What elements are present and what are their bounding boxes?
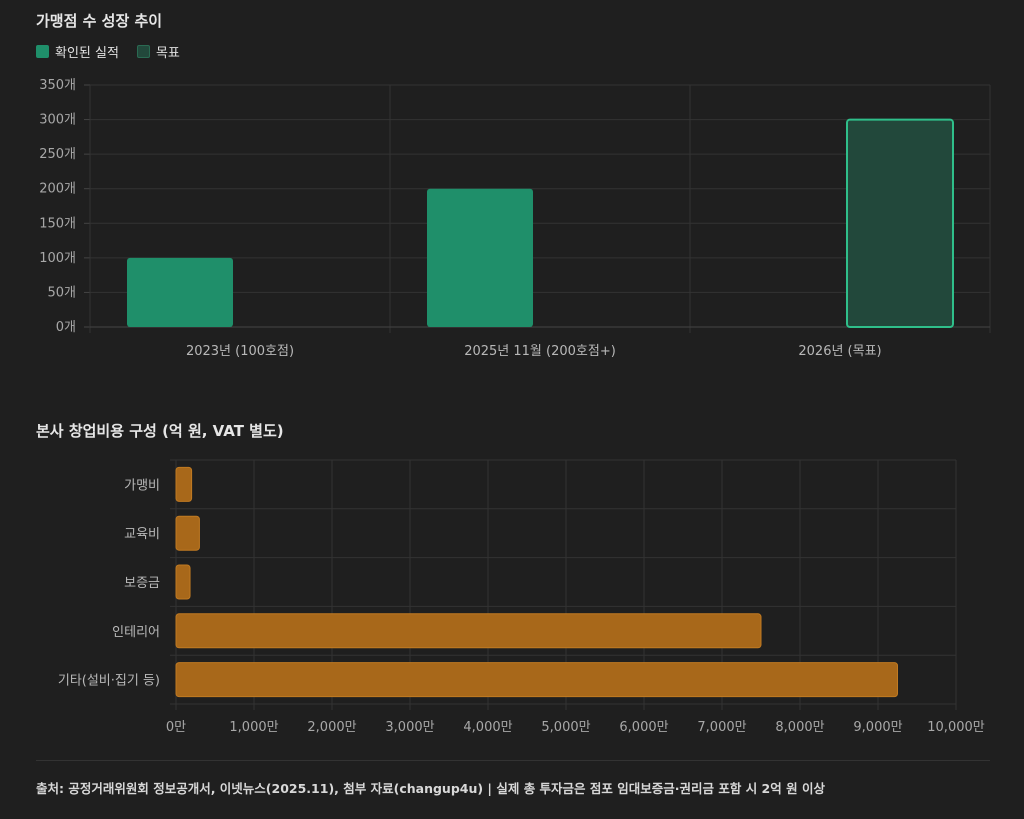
- x-category-label: 2023년 (100호점): [186, 344, 294, 359]
- bar-cost: [175, 662, 898, 698]
- divider: [36, 760, 990, 761]
- legend-swatch-actual: [36, 45, 49, 58]
- x-tick-label: 6,000만: [619, 720, 668, 735]
- y-tick-label: 50개: [47, 285, 76, 300]
- bar-cost: [175, 564, 191, 600]
- legend-swatch-target: [136, 45, 150, 58]
- y-tick-label: 300개: [39, 113, 76, 128]
- bar-actual: [427, 188, 533, 327]
- bar-target: [846, 118, 954, 328]
- y-category-label: 인테리어: [112, 625, 160, 640]
- y-category-label: 교육비: [124, 527, 160, 542]
- bar-cost: [175, 613, 762, 649]
- x-tick-label: 7,000만: [697, 720, 746, 735]
- x-tick-label: 9,000만: [853, 720, 902, 735]
- chart-title-growth: 가맹점 수 성장 추이: [36, 12, 163, 30]
- x-category-label: 2025년 11월 (200호점+): [464, 344, 616, 359]
- y-tick-label: 150개: [39, 216, 76, 231]
- y-tick-label: 100개: [39, 251, 76, 266]
- bar-actual: [127, 257, 233, 327]
- legend: 확인된 실적 목표: [36, 42, 180, 61]
- x-tick-label: 0만: [166, 720, 186, 735]
- legend-label-target: 목표: [155, 46, 180, 61]
- x-tick-label: 2,000만: [307, 720, 356, 735]
- x-category-label: 2026년 (목표): [798, 344, 881, 359]
- chart-title-cost: 본사 창업비용 구성 (억 원, VAT 별도): [36, 422, 284, 440]
- x-tick-label: 3,000만: [385, 720, 434, 735]
- x-tick-label: 10,000만: [927, 720, 984, 735]
- legend-item-actual[interactable]: 확인된 실적: [36, 42, 119, 61]
- bar-cost: [175, 515, 200, 551]
- x-tick-label: 5,000만: [541, 720, 590, 735]
- source-footnote: 출처: 공정거래위원회 정보공개서, 이넷뉴스(2025.11), 첨부 자료(…: [36, 781, 825, 796]
- y-tick-label: 350개: [39, 78, 76, 93]
- x-tick-label: 8,000만: [775, 720, 824, 735]
- x-tick-label: 1,000만: [229, 720, 278, 735]
- bar-cost: [175, 466, 193, 502]
- y-tick-label: 0개: [56, 320, 76, 335]
- y-category-label: 보증금: [124, 576, 160, 591]
- y-tick-label: 200개: [39, 182, 76, 197]
- legend-label-actual: 확인된 실적: [55, 46, 119, 61]
- y-category-label: 가맹비: [124, 478, 160, 493]
- growth-chart-svg: 0개 50개 100개 150개 200개 250개 300개 350개 2023년 (100호…: [39, 78, 991, 359]
- legend-item-target[interactable]: 목표: [136, 42, 180, 61]
- y-tick-label: 250개: [39, 147, 76, 162]
- x-tick-label: 4,000만: [463, 720, 512, 735]
- y-category-label: 기타(설비·집기 등): [58, 674, 160, 689]
